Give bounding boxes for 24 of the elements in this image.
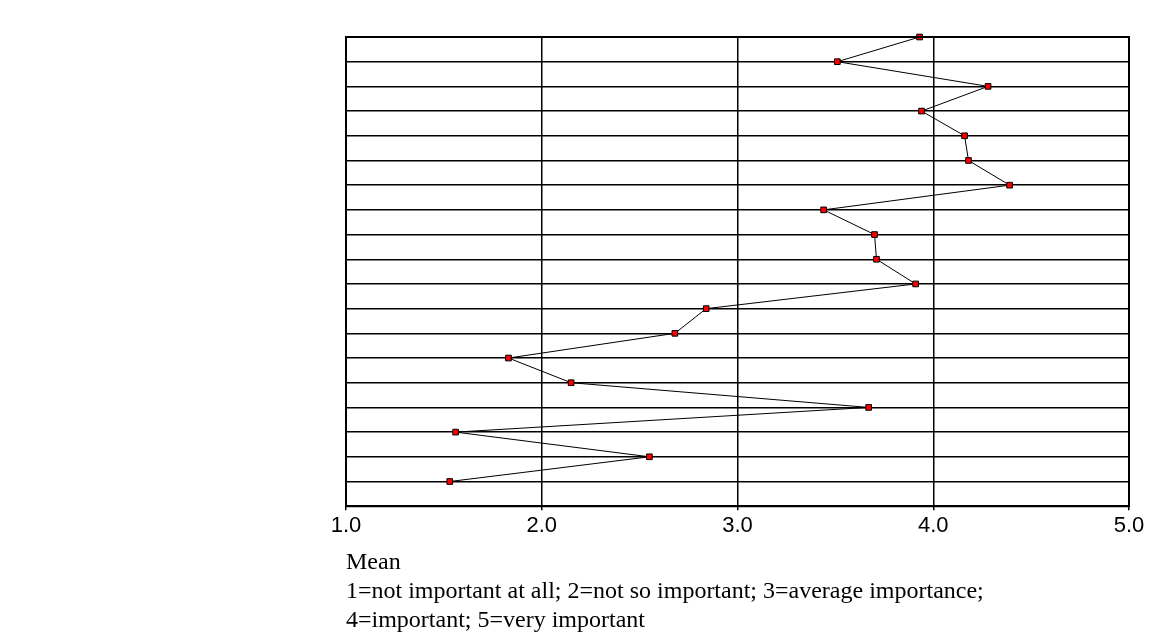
x-tick-label: 3.0 [722,512,753,538]
point [834,58,841,66]
point [505,354,512,362]
point [567,379,575,387]
point [820,206,827,214]
point [961,132,968,140]
x-tick-label: 1.0 [330,512,362,538]
point [873,255,880,263]
point [452,428,459,436]
point [984,83,992,90]
x-tick-label: 2.0 [526,512,558,538]
point [1006,181,1013,189]
x-tick-label: 4.0 [917,512,949,538]
point [646,453,653,461]
x-axis-title: Mean 1=not important at all; 2=not so important; 3=average importance; 4=important; 5=very important [346,548,984,632]
point [865,404,872,411]
point [671,330,679,337]
point [702,305,710,312]
point [446,478,454,485]
point [871,231,878,238]
point [965,157,972,164]
point [912,280,919,288]
x-tick-label: 5.0 [1113,512,1145,538]
point [918,107,925,115]
